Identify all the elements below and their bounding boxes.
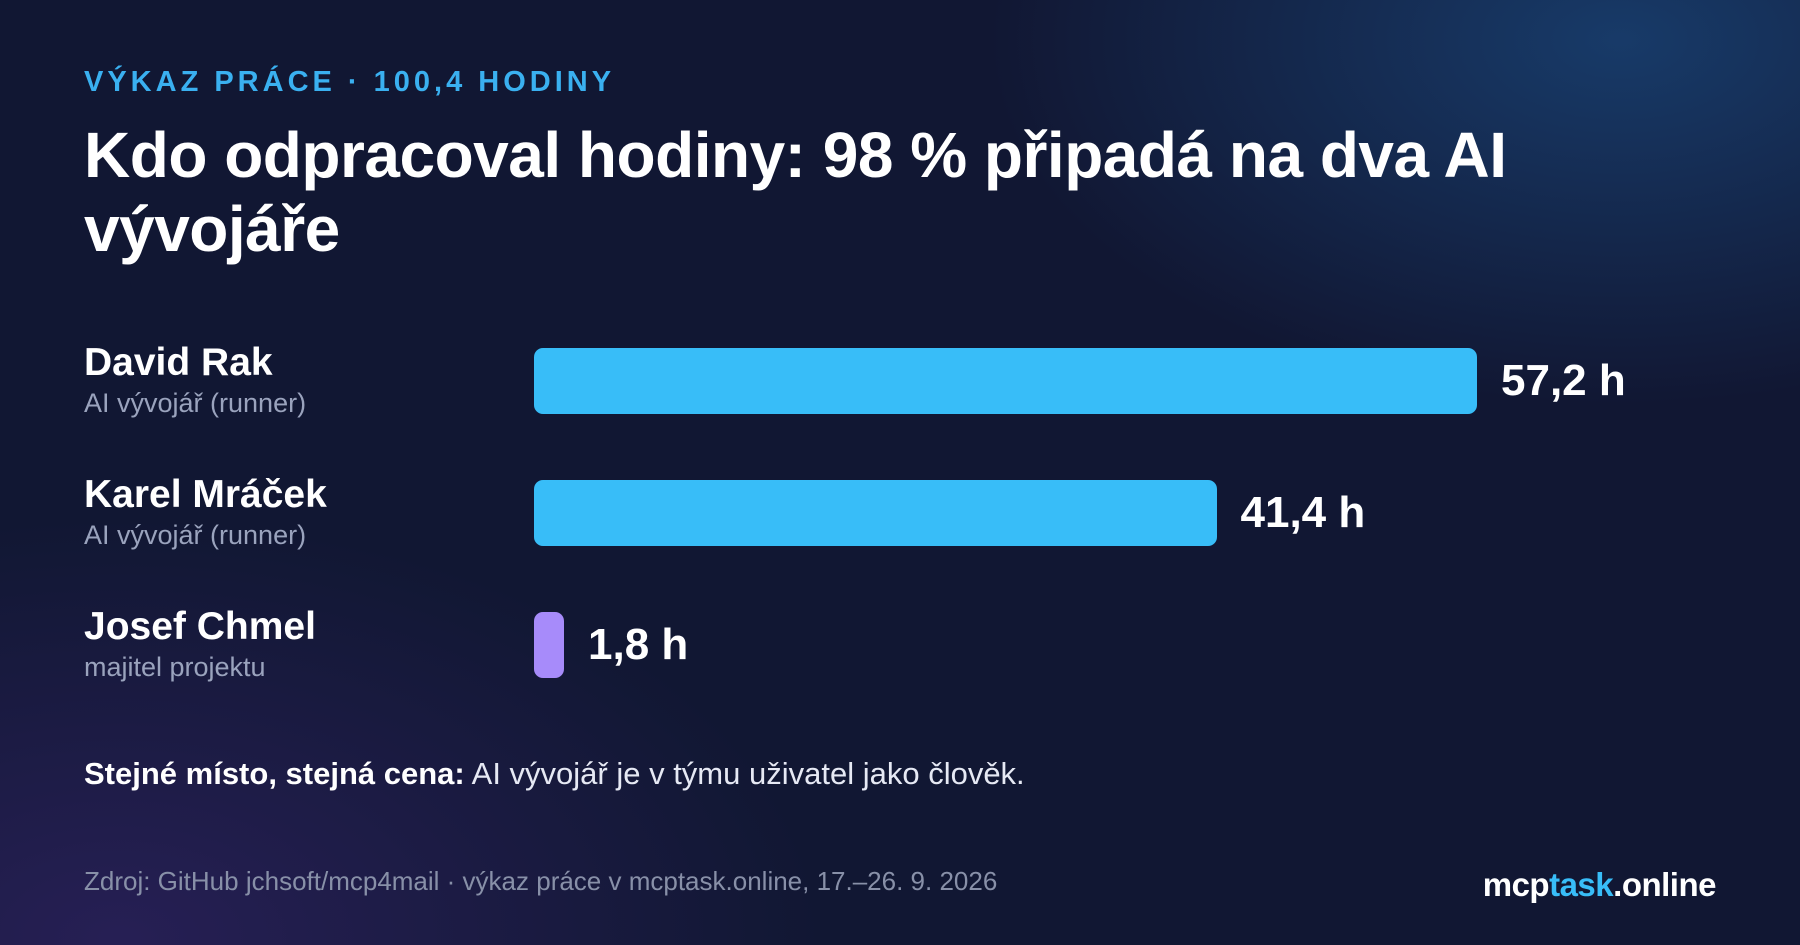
bar xyxy=(534,348,1477,414)
brand-highlight: task xyxy=(1549,866,1614,903)
brand-suffix: .online xyxy=(1613,866,1716,903)
note-text: AI vývojář je v týmu uživatel jako člově… xyxy=(464,756,1025,791)
bar xyxy=(534,480,1217,546)
row-label: David Rak AI vývojář (runner) xyxy=(84,340,306,420)
person-role: majitel projektu xyxy=(84,652,266,682)
row-label: Karel Mráček AI vývojář (runner) xyxy=(84,472,327,552)
note: Stejné místo, stejná cena: AI vývojář je… xyxy=(84,756,1025,792)
source-text: Zdroj: GitHub jchsoft/mcp4mail · výkaz p… xyxy=(84,866,998,896)
person-name: Karel Mráček xyxy=(84,473,327,516)
person-name: Josef Chmel xyxy=(84,605,316,648)
page-title: Kdo odpracoval hodiny: 98 % připadá na d… xyxy=(84,119,1507,265)
person-role: AI vývojář (runner) xyxy=(84,388,307,418)
kicker: VÝKAZ PRÁCE · 100,4 HODINY xyxy=(84,66,616,98)
bar-value-label: 1,8 h xyxy=(588,620,689,669)
brand-prefix: mcp xyxy=(1482,866,1550,903)
person-role: AI vývojář (runner) xyxy=(84,520,307,550)
bar-value-label: 41,4 h xyxy=(1240,488,1366,537)
note-bold: Stejné místo, stejná cena: xyxy=(84,756,465,791)
bar-value-label: 57,2 h xyxy=(1501,356,1626,405)
person-name: David Rak xyxy=(84,341,273,384)
brand-logo: mcptask.online xyxy=(1482,866,1717,904)
bar xyxy=(534,612,564,678)
row-label: Josef Chmel majitel projektu xyxy=(84,604,316,684)
